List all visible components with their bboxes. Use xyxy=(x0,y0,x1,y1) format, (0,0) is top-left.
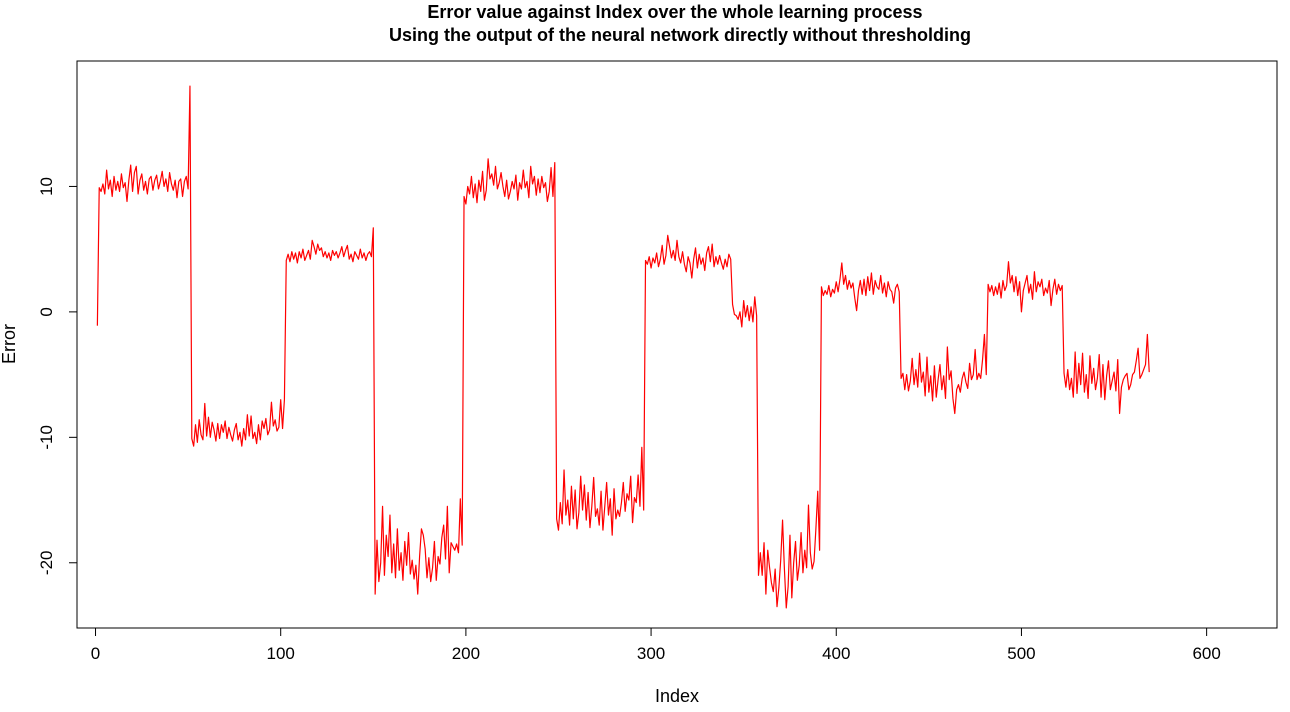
y-axis: -20 -10 0 10 xyxy=(37,177,78,575)
chart-subtitle: Using the output of the neural network d… xyxy=(389,25,971,45)
x-tick-label: 100 xyxy=(267,644,295,663)
x-tick-label: 500 xyxy=(1007,644,1035,663)
error-series-line xyxy=(96,85,1150,609)
y-tick-label: -20 xyxy=(37,550,56,575)
x-tick-label: 200 xyxy=(452,644,480,663)
y-tick-label: -10 xyxy=(37,425,56,450)
x-tick-label: 600 xyxy=(1192,644,1220,663)
x-tick-label: 0 xyxy=(91,644,100,663)
x-axis-label: Index xyxy=(655,686,699,706)
x-tick-label: 400 xyxy=(822,644,850,663)
y-tick-label: 0 xyxy=(37,307,56,316)
y-tick-label: 10 xyxy=(37,177,56,196)
x-axis: 0 100 200 300 400 500 600 xyxy=(91,627,1221,663)
plot-frame xyxy=(76,60,1278,629)
chart-title: Error value against Index over the whole… xyxy=(427,2,922,22)
y-axis-label: Error xyxy=(0,324,19,364)
x-tick-label: 300 xyxy=(637,644,665,663)
